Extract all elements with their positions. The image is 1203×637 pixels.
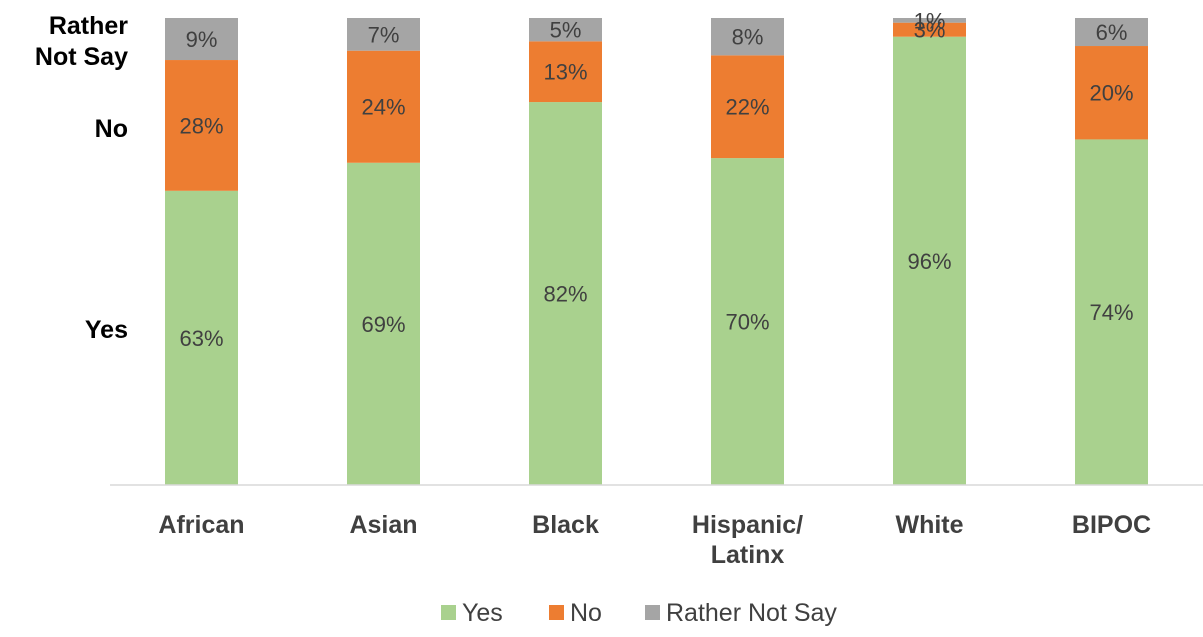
bar-black-rather-not-say — [529, 18, 602, 42]
data-label-black-no: 13% — [543, 60, 587, 85]
bar-african-no — [165, 60, 238, 191]
y-label-no: No — [95, 115, 128, 143]
bar-asian-rather-not-say — [347, 18, 420, 51]
data-label-black-yes: 82% — [543, 282, 587, 307]
x-tick-label-white: White — [895, 511, 963, 539]
legend-swatch-yes — [441, 605, 456, 620]
legend-label-yes: Yes — [462, 599, 503, 627]
x-tick-label-black: Black — [532, 511, 599, 539]
legend-label-no: No — [570, 599, 602, 627]
bars-layer — [165, 18, 1148, 486]
data-label-bipoc-rather-not-say: 6% — [1096, 20, 1128, 45]
data-labels-layer: 63% 28% 9% 69% 24% 7% 82% 13% 5% 70% 22% 8% 96% 3%1% 7… — [179, 8, 1133, 351]
legend-label-rather-not-say: Rather Not Say — [666, 599, 837, 627]
x-tick-label-bipoc: BIPOC — [1072, 511, 1151, 539]
legend-swatch-no — [549, 605, 564, 620]
bar-black-no — [529, 41, 602, 103]
bar-bipoc-rather-not-say — [1075, 18, 1148, 47]
data-label-asian-no: 24% — [361, 95, 405, 120]
data-label-asian-yes: 69% — [361, 312, 405, 337]
x-tick-label-hispanic-latinx: Hispanic/Latinx — [692, 511, 803, 569]
bar-white-yes — [893, 36, 966, 486]
data-label-white-no: 3% — [914, 18, 946, 43]
data-label-black-rather-not-say: 5% — [550, 18, 582, 43]
x-axis-labels: African Asian Black Hispanic/Latinx White BIP… — [158, 511, 1151, 569]
bar-black-yes — [529, 102, 602, 485]
y-label-yes: Yes — [85, 316, 128, 344]
data-label-hispanic-latinx-rather-not-say: 8% — [732, 25, 764, 50]
bar-asian-yes — [347, 162, 420, 485]
y-axis-labels: Yes No Rather Not Say — [35, 12, 128, 344]
x-tick-label-asian: Asian — [349, 511, 417, 539]
data-label-african-rather-not-say: 9% — [186, 27, 218, 52]
y-label-rather-not-say: Rather Not Say — [35, 12, 128, 71]
data-label-asian-rather-not-say: 7% — [368, 22, 400, 47]
data-label-african-yes: 63% — [179, 326, 223, 351]
bar-asian-no — [347, 50, 420, 163]
bar-hispanic-latinx-yes — [711, 158, 784, 485]
bar-hispanic-latinx-no — [711, 55, 784, 159]
data-label-african-no: 28% — [179, 113, 223, 138]
data-label-hispanic-latinx-no: 22% — [725, 95, 769, 120]
x-tick-label-african: African — [158, 511, 244, 539]
bar-african-yes — [165, 190, 238, 486]
bar-white-no — [893, 22, 966, 37]
data-label-white-yes: 96% — [907, 249, 951, 274]
data-label-bipoc-no: 20% — [1089, 81, 1133, 106]
legend: Yes No Rather Not Say — [441, 599, 837, 627]
data-label-bipoc-yes: 74% — [1089, 300, 1133, 325]
bar-hispanic-latinx-rather-not-say — [711, 18, 784, 56]
bar-bipoc-yes — [1075, 139, 1148, 486]
bar-white-rather-not-say — [893, 18, 966, 23]
bar-bipoc-no — [1075, 46, 1148, 140]
data-label-white-rather-not-say: 1% — [914, 8, 946, 33]
legend-swatch-rather-not-say — [645, 605, 660, 620]
bar-african-rather-not-say — [165, 18, 238, 61]
data-label-hispanic-latinx-yes: 70% — [725, 310, 769, 335]
